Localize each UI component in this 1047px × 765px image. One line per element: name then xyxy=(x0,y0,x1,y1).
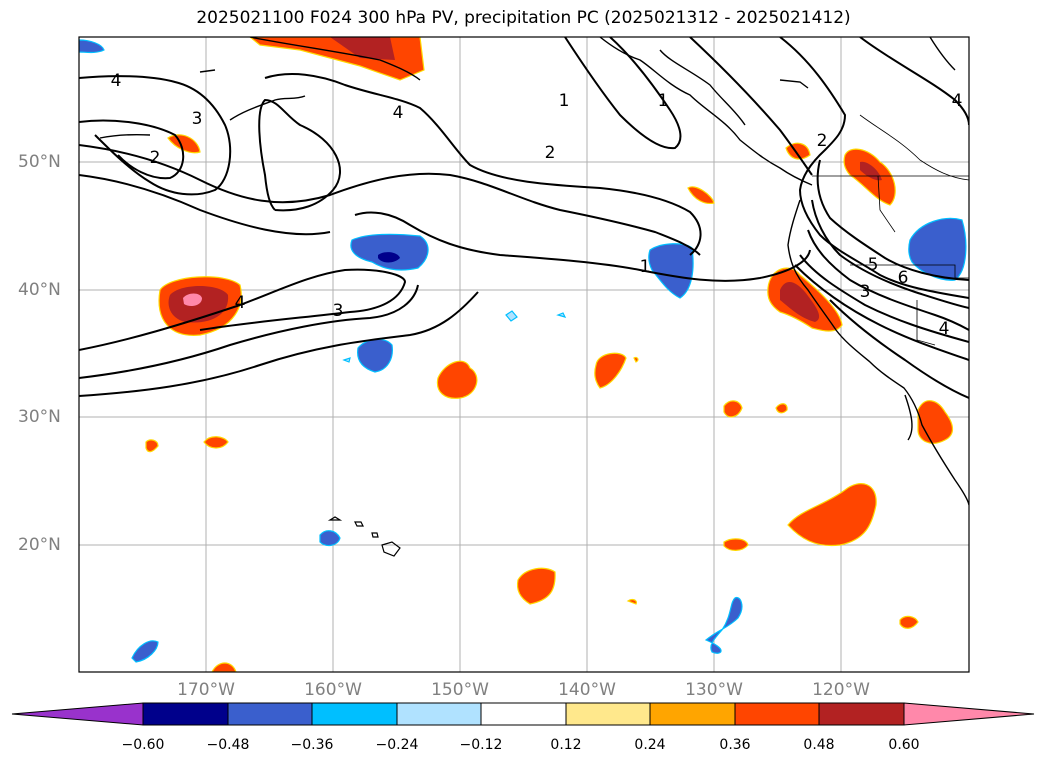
contour-label: 6 xyxy=(898,268,909,288)
contour-labels: 4 3 2 1 4 2 1 4 3 1 2 5 6 3 4 4 xyxy=(111,71,963,339)
lon-label: 120°W xyxy=(812,680,870,700)
lat-label: 20°N xyxy=(18,535,61,555)
contour-label: 4 xyxy=(939,319,950,339)
colorbar-segment xyxy=(227,702,313,726)
colorbar-tick: 0.12 xyxy=(550,737,582,753)
lon-label: 160°W xyxy=(304,680,362,700)
contour-label: 1 xyxy=(640,257,651,277)
colorbar-tick: −0.36 xyxy=(290,737,334,753)
lon-label: 140°W xyxy=(558,680,616,700)
contour-label: 1 xyxy=(658,91,669,111)
lat-label: 30°N xyxy=(18,407,61,427)
contour-label: 5 xyxy=(868,255,879,275)
colorbar-segment xyxy=(142,702,229,726)
contour-label: 3 xyxy=(860,282,871,302)
hawaii-islands xyxy=(327,516,401,557)
contour-label: 3 xyxy=(192,109,203,129)
colorbar-segment xyxy=(734,702,820,726)
borders xyxy=(812,114,969,346)
contour-label: 2 xyxy=(817,131,828,151)
lat-label: 40°N xyxy=(18,280,61,300)
colorbar-extend-low xyxy=(11,702,144,726)
contour-label: 4 xyxy=(235,293,246,313)
pv-contours xyxy=(79,37,969,399)
contour-label: 2 xyxy=(545,143,556,163)
contour-label: 2 xyxy=(150,148,161,168)
colorbar-segment xyxy=(565,702,651,726)
colorbar-segment xyxy=(311,702,398,726)
contour-label: 1 xyxy=(559,91,570,111)
colorbar-tick: 0.24 xyxy=(634,737,666,753)
colorbar-segment xyxy=(480,702,567,726)
chart-title: 2025021100 F024 300 hPa PV, precipitatio… xyxy=(196,8,851,28)
coastlines xyxy=(99,37,969,506)
colorbar-tick: 0.48 xyxy=(803,737,835,753)
precip-positive xyxy=(145,37,954,672)
colorbar-tick: 0.36 xyxy=(719,737,751,753)
lon-label: 170°W xyxy=(177,680,235,700)
colorbar xyxy=(11,702,1035,726)
colorbar-tick: −0.12 xyxy=(459,737,503,753)
lon-label: 130°W xyxy=(685,680,743,700)
contour-label: 4 xyxy=(952,91,963,111)
lon-label: 150°W xyxy=(431,680,489,700)
colorbar-tick: −0.60 xyxy=(121,737,165,753)
contour-label: 4 xyxy=(393,103,404,123)
contour-label: 4 xyxy=(111,71,122,91)
colorbar-tick: −0.48 xyxy=(206,737,250,753)
colorbar-tick: −0.24 xyxy=(375,737,419,753)
precip-negative xyxy=(79,39,967,663)
colorbar-segment xyxy=(818,702,905,726)
colorbar-segment xyxy=(649,702,736,726)
colorbar-tick: 0.60 xyxy=(888,737,920,753)
colorbar-segment xyxy=(396,702,482,726)
colorbar-extend-high xyxy=(903,702,1035,726)
map-frame xyxy=(78,36,970,673)
contour-label: 3 xyxy=(333,301,344,321)
lat-label: 50°N xyxy=(18,152,61,172)
